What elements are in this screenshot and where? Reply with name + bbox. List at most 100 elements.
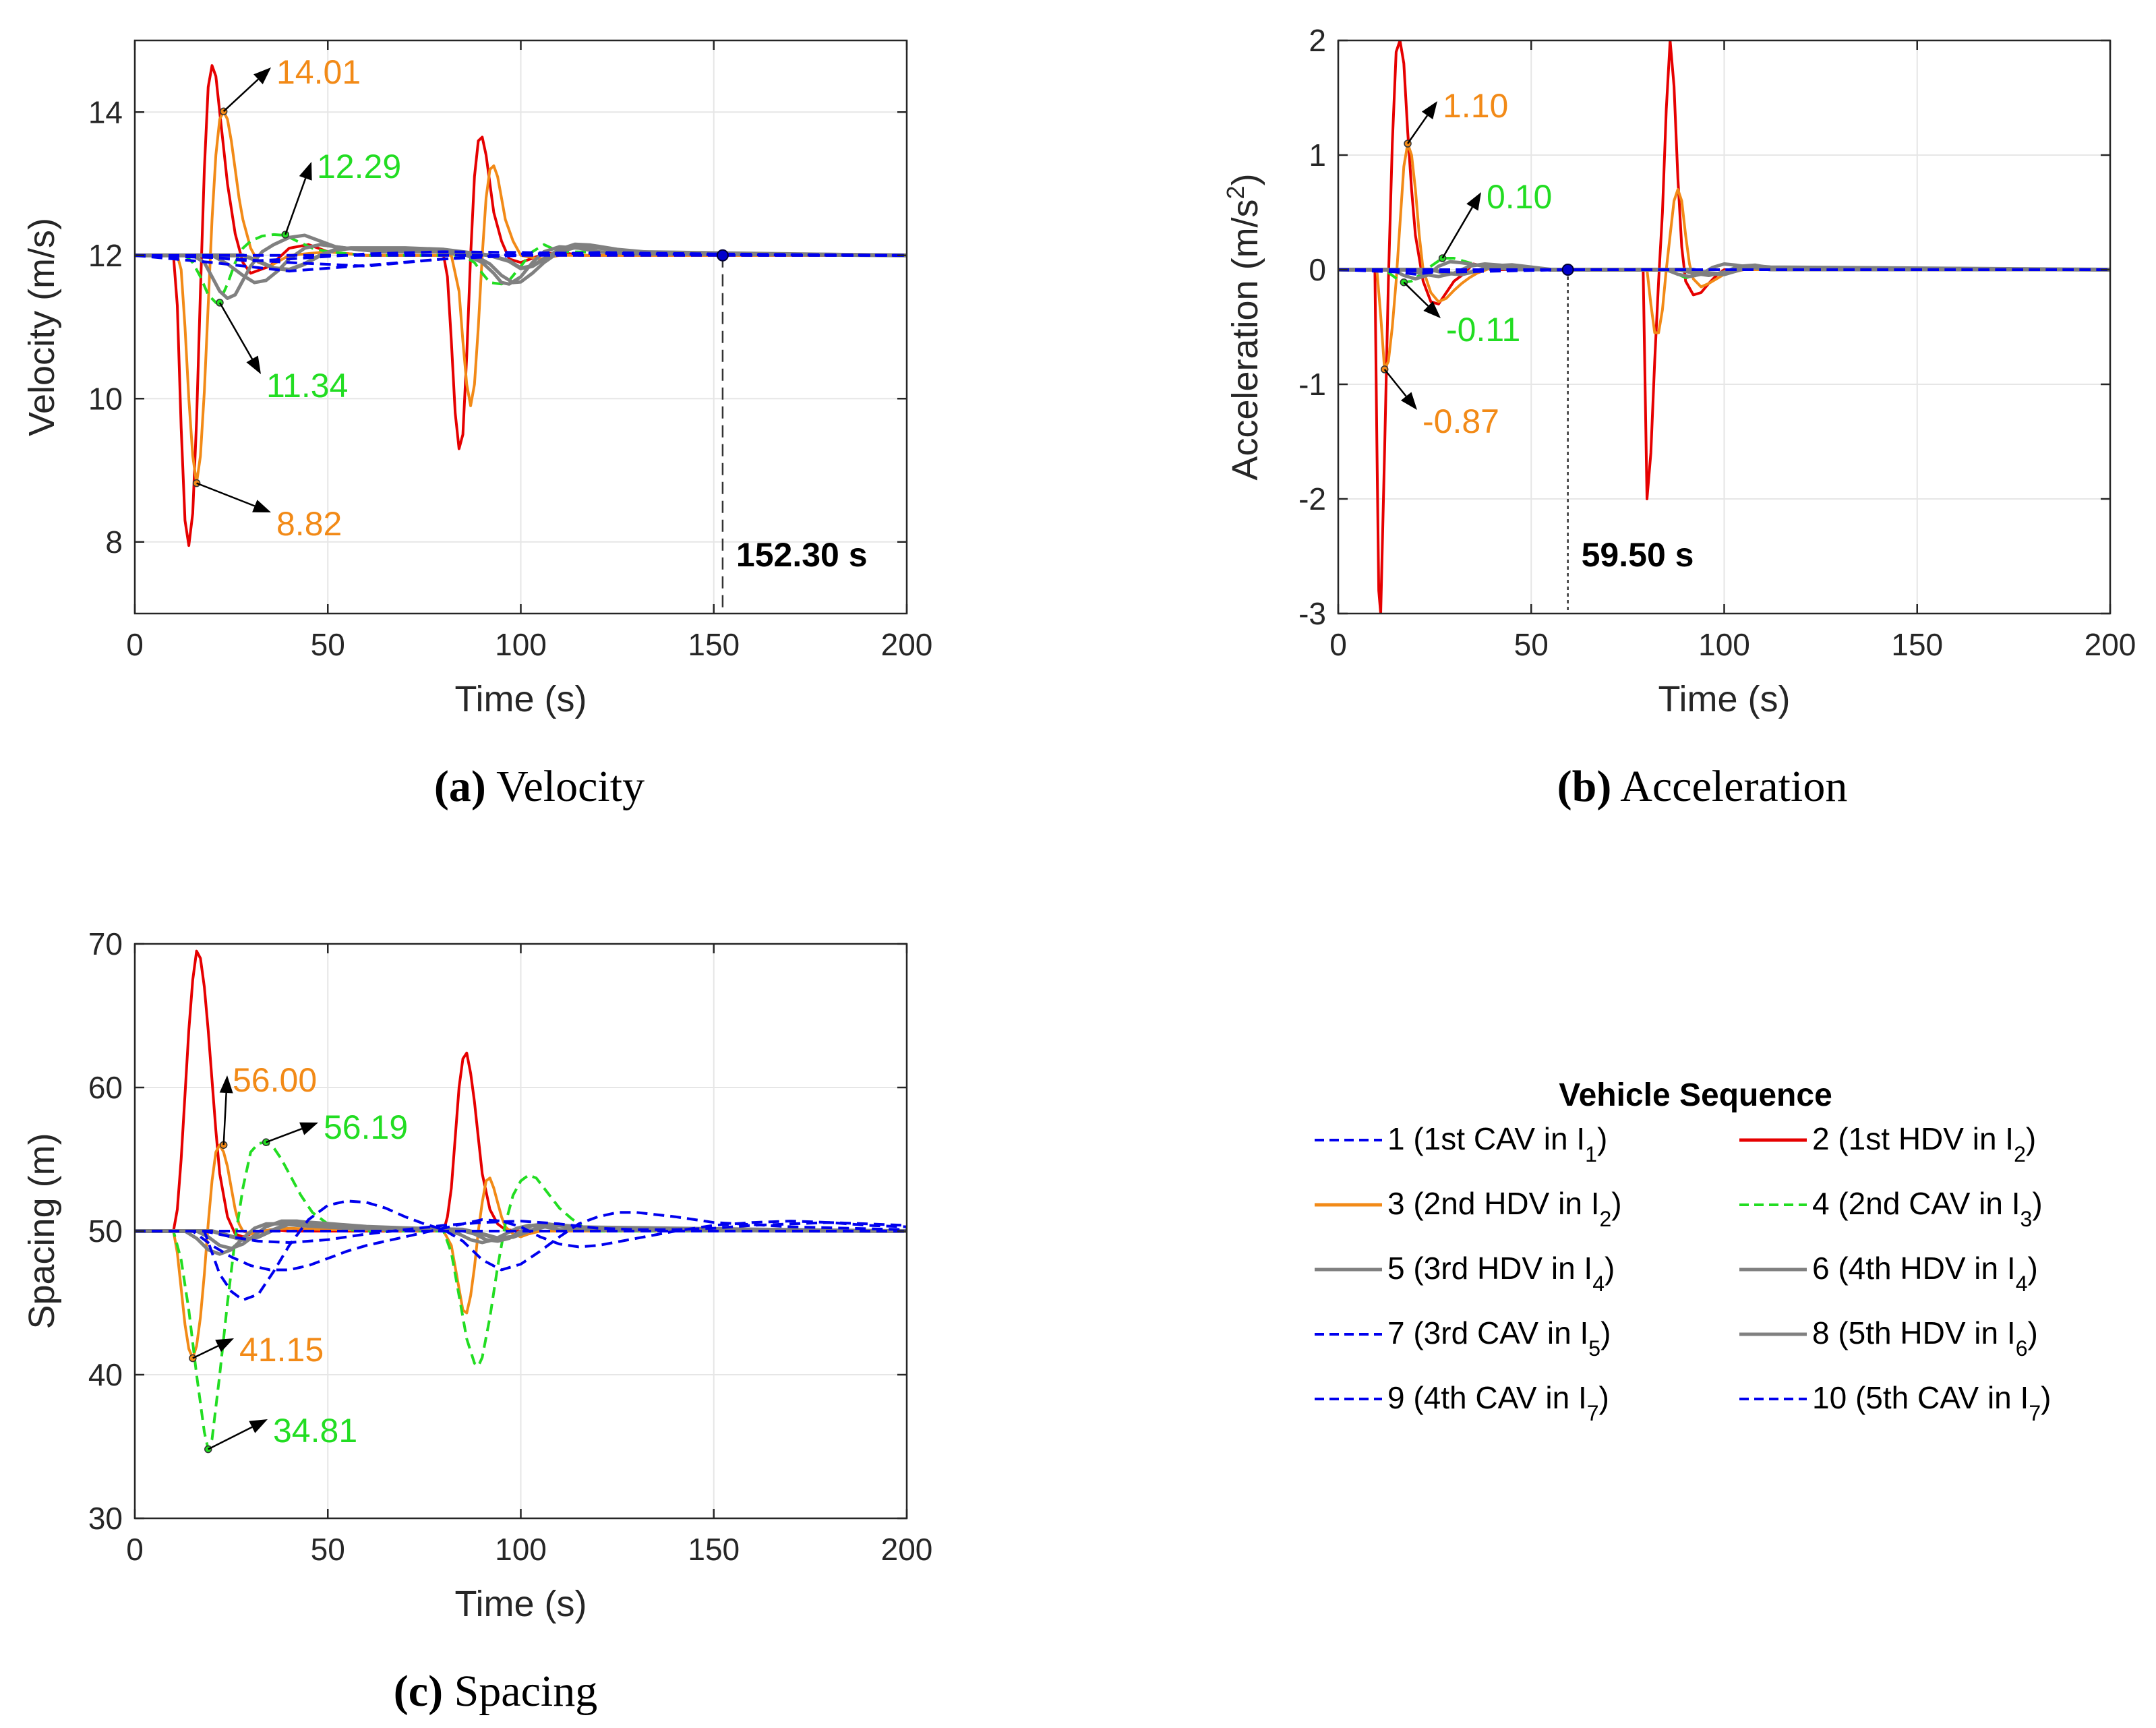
legend-label-sub-9: 7	[1587, 1401, 1599, 1425]
legend-label-text-2: 2 (1st HDV in I	[1812, 1121, 2014, 1156]
velocity-xtick-label-1: 50	[311, 627, 345, 662]
spacing-annotation-label-0: 56.00	[233, 1061, 317, 1099]
spacing-xtick-label-1: 50	[311, 1532, 345, 1567]
caption-spacing-text: Spacing	[443, 1667, 597, 1716]
acceleration-ylabel-main: Acceleration (m/s	[1225, 199, 1265, 480]
velocity-vline-marker	[716, 249, 729, 262]
acceleration-annotation-arrow-line-2	[1403, 281, 1429, 307]
velocity-xtick-label-4: 200	[881, 627, 933, 662]
velocity-annotation-arrow-line-3	[196, 482, 256, 507]
spacing-annotation-arrow-head-3	[249, 1419, 268, 1433]
spacing-xtick-label-4: 200	[881, 1532, 933, 1567]
legend-label-6: 6 (4th HDV in I4)	[1812, 1251, 2038, 1296]
acceleration-annotation-label-2: -0.11	[1446, 311, 1520, 349]
acceleration-annotation-arrow-line-0	[1407, 115, 1429, 144]
legend-label-close-6: )	[2027, 1251, 2037, 1286]
legend-label-sub-2: 2	[2014, 1142, 2026, 1166]
velocity-panel: 0 50 100 150 200 8 10 12 14 Time (s) Velocity (m/s…	[22, 39, 933, 719]
velocity-series-hdv-8	[135, 242, 907, 272]
velocity-annotation-arrow-line-0	[222, 78, 259, 113]
legend-label-text-3: 3 (2nd HDV in I	[1387, 1186, 1599, 1221]
velocity-ytick-label-3: 14	[88, 94, 123, 129]
legend-label-text-5: 5 (3rd HDV in I	[1387, 1251, 1592, 1286]
caption-velocity-text: Velocity	[486, 762, 645, 811]
spacing-annotation-arrow-line-0	[222, 1092, 227, 1145]
caption-velocity: (a) Velocity	[434, 762, 645, 811]
acceleration-annotation-label-3: -0.87	[1423, 403, 1499, 440]
velocity-annotation-arrow-line-2	[218, 302, 253, 360]
legend-label-sub-8: 6	[2016, 1336, 2028, 1361]
acceleration-annotation-arrow-head-2	[1423, 301, 1441, 318]
acceleration-annotation-arrow-head-3	[1400, 392, 1417, 410]
legend-label-text-4: 4 (2nd CAV in I	[1812, 1186, 2020, 1221]
velocity-series-group	[135, 64, 907, 547]
legend-label-3: 3 (2nd HDV in I2)	[1387, 1186, 1622, 1231]
legend-label-close-8: )	[2027, 1315, 2037, 1350]
legend-label-2: 2 (1st HDV in I2)	[1812, 1121, 2036, 1166]
velocity-annotation-arrow-head-1	[299, 162, 312, 181]
spacing-panel: 0 50 100 150 200 30 40 50 60 70 Time (s) Spacing (m…	[22, 926, 932, 1624]
spacing-xtick-label-0: 0	[126, 1532, 144, 1567]
spacing-annotation-arrow-line-2	[192, 1345, 219, 1359]
spacing-annotation-label-3: 34.81	[273, 1412, 357, 1450]
legend-label-close-2: )	[2026, 1121, 2036, 1156]
spacing-annotation-label-2: 41.15	[239, 1331, 324, 1369]
spacing-annotation-arrow-line-1	[266, 1127, 303, 1143]
legend-label-sub-7: 5	[1588, 1336, 1600, 1361]
spacing-series-hdv-8	[135, 1220, 907, 1242]
spacing-ytick-label-3: 60	[88, 1070, 123, 1105]
legend-label-text-8: 8 (5th HDV in I	[1812, 1315, 2016, 1350]
acceleration-series-cav-10	[1338, 268, 2110, 274]
velocity-annotation-arrow-line-1	[285, 178, 307, 235]
acceleration-ytick-label-2: -1	[1298, 367, 1326, 402]
velocity-annotation-arrow-head-0	[253, 67, 271, 84]
velocity-ytick-label-2: 12	[88, 238, 123, 273]
caption-acceleration: (b) Acceleration	[1557, 762, 1848, 811]
acceleration-ylabel-sup: 2	[1222, 185, 1249, 199]
acceleration-ylabel: Acceleration (m/s2)	[1222, 173, 1266, 480]
caption-acceleration-text: Acceleration	[1611, 762, 1847, 811]
spacing-ylabel-main: Spacing (m)	[22, 1133, 62, 1329]
legend-label-close-4: )	[2032, 1186, 2042, 1221]
caption-spacing-letter: (c)	[394, 1667, 443, 1716]
spacing-annotation-arrow-line-3	[208, 1426, 253, 1450]
velocity-xtick-label-2: 100	[495, 627, 547, 662]
legend-label-sub-1: 1	[1585, 1142, 1597, 1166]
spacing-series-cav-10	[135, 1220, 907, 1244]
legend-label-sub-3: 2	[1599, 1207, 1611, 1231]
acceleration-xtick-label-1: 50	[1514, 627, 1549, 662]
acceleration-xtick-label-0: 0	[1329, 627, 1347, 662]
velocity-vline-label: 152.30 s	[736, 536, 868, 574]
acceleration-annotation-arrow-head-0	[1421, 101, 1437, 119]
velocity-annotation-label-1: 12.29	[317, 148, 401, 185]
velocity-xlabel: Time (s)	[455, 679, 587, 719]
velocity-ylabel-main: Velocity (m/s)	[22, 218, 62, 436]
legend-label-5: 5 (3rd HDV in I4)	[1387, 1251, 1615, 1296]
legend-label-1: 1 (1st CAV in I1)	[1387, 1121, 1607, 1166]
velocity-xtick-label-0: 0	[126, 627, 144, 662]
spacing-xlabel: Time (s)	[455, 1584, 587, 1624]
legend-label-7: 7 (3rd CAV in I5)	[1387, 1315, 1611, 1361]
legend-label-close-5: )	[1605, 1251, 1615, 1286]
acceleration-annotation-label-0: 1.10	[1443, 87, 1508, 125]
legend-label-text-1: 1 (1st CAV in I	[1387, 1121, 1585, 1156]
legend-label-9: 9 (4th CAV in I7)	[1387, 1380, 1609, 1425]
legend-label-sub-5: 4	[1592, 1272, 1605, 1296]
spacing-ytick-label-1: 40	[88, 1357, 123, 1392]
spacing-annotation-arrow-head-1	[299, 1122, 318, 1135]
velocity-annotation-arrow-head-2	[246, 355, 261, 374]
acceleration-ytick-label-1: -2	[1298, 481, 1326, 516]
spacing-annotation-label-1: 56.19	[324, 1108, 408, 1146]
acceleration-vline-marker	[1561, 264, 1574, 276]
legend-label-text-10: 10 (5th CAV in I	[1812, 1380, 2029, 1415]
legend-label-sub-4: 3	[2020, 1207, 2033, 1231]
velocity-series-cav-10	[135, 251, 907, 268]
legend-label-close-3: )	[1611, 1186, 1621, 1221]
acceleration-annotation-arrow-head-1	[1466, 192, 1481, 211]
legend-label-text-9: 9 (4th CAV in I	[1387, 1380, 1587, 1415]
legend-label-close-7: )	[1600, 1315, 1611, 1350]
acceleration-annotation-label-1: 0.10	[1487, 178, 1552, 216]
acceleration-xtick-label-4: 200	[2085, 627, 2136, 662]
